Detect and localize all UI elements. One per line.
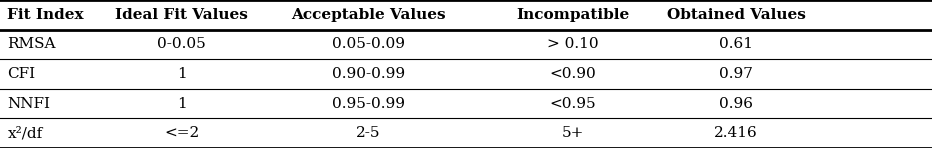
Text: RMSA: RMSA [7, 37, 56, 51]
Text: 2-5: 2-5 [356, 126, 380, 140]
Text: 0.96: 0.96 [720, 97, 753, 111]
Text: Acceptable Values: Acceptable Values [291, 8, 445, 22]
Text: 5+: 5+ [562, 126, 584, 140]
Text: Incompatible: Incompatible [516, 8, 630, 22]
Text: > 0.10: > 0.10 [547, 37, 599, 51]
Text: x²/df: x²/df [7, 126, 43, 140]
Text: 0.97: 0.97 [720, 67, 753, 81]
Text: Fit Index: Fit Index [7, 8, 84, 22]
Text: Ideal Fit Values: Ideal Fit Values [116, 8, 248, 22]
Text: 0-0.05: 0-0.05 [158, 37, 206, 51]
Text: <0.90: <0.90 [550, 67, 596, 81]
Text: NNFI: NNFI [7, 97, 50, 111]
Text: 0.05-0.09: 0.05-0.09 [332, 37, 404, 51]
Text: Obtained Values: Obtained Values [666, 8, 806, 22]
Text: 1: 1 [177, 97, 186, 111]
Text: 0.61: 0.61 [720, 37, 753, 51]
Text: 0.95-0.99: 0.95-0.99 [332, 97, 404, 111]
Text: 2.416: 2.416 [715, 126, 758, 140]
Text: 0.90-0.99: 0.90-0.99 [332, 67, 404, 81]
Text: 1: 1 [177, 67, 186, 81]
Text: <0.95: <0.95 [550, 97, 596, 111]
Text: <=2: <=2 [164, 126, 199, 140]
Text: CFI: CFI [7, 67, 35, 81]
